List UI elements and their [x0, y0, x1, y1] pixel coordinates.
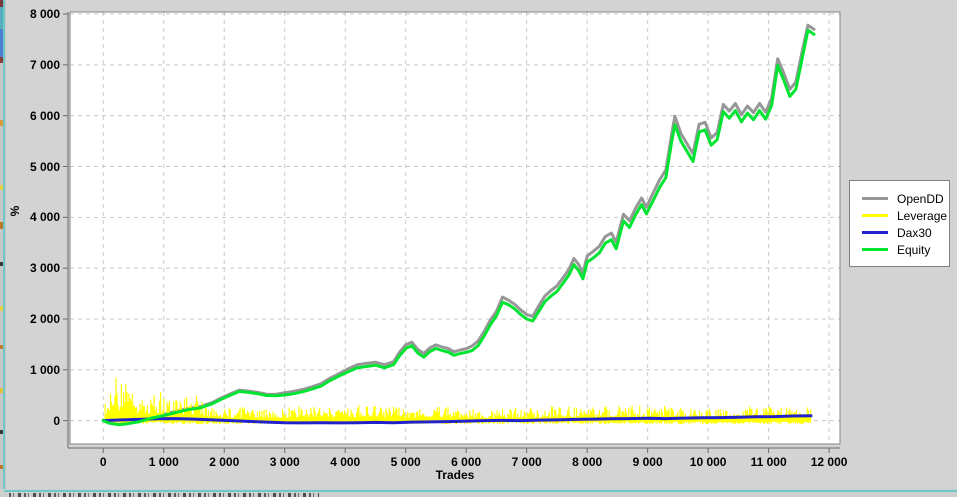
- window-edge-speck: [0, 7, 3, 29]
- y-tick-label: 5 000: [29, 159, 60, 174]
- leverage-line-swatch: [862, 214, 888, 217]
- x-tick-label: 0: [99, 455, 107, 469]
- y-tick-label: 8 000: [29, 7, 60, 22]
- background-window-border: [4, 490, 957, 492]
- legend-label: Dax30: [897, 225, 932, 240]
- x-tick-label: 8 000: [572, 455, 603, 469]
- legend-item-opendd: OpenDD: [862, 190, 949, 207]
- legend-item-equity: Equity: [862, 241, 949, 258]
- window-edge-speck: [0, 29, 3, 57]
- window-edge-speck: [0, 0, 3, 7]
- x-tick-label: 7 000: [511, 455, 542, 469]
- y-axis-title: %: [8, 205, 22, 217]
- window-edge-speck: [0, 465, 3, 469]
- equity-line-swatch: [862, 248, 888, 251]
- x-tick-label: 4 000: [330, 455, 361, 469]
- plot-area[interactable]: [6, 0, 957, 489]
- window-edge-speck: [0, 388, 3, 393]
- window-edge-speck: [0, 430, 3, 434]
- legend-label: Equity: [897, 242, 931, 257]
- chart-panel: 0 1 000 2 000 3 000 4 000 5 000 6 000 7 000 8 00…: [6, 0, 957, 489]
- x-tick-label: 5 000: [390, 455, 421, 469]
- window-edge-speck: [0, 120, 3, 126]
- y-tick-label: 6 000: [29, 108, 60, 123]
- legend-label: OpenDD: [897, 191, 944, 206]
- window-edge-speck: [0, 262, 3, 266]
- x-tick-label: 1 000: [148, 455, 179, 469]
- y-tick-label: 4 000: [29, 210, 60, 225]
- x-tick-label: 12 000: [810, 455, 848, 469]
- legend: OpenDD Leverage Dax30 Equity: [849, 180, 950, 267]
- x-tick-label: 6 000: [451, 455, 482, 469]
- x-tick-label: 9 000: [632, 455, 663, 469]
- y-tick-label: 7 000: [29, 57, 60, 72]
- y-tick-label: 0: [53, 413, 60, 428]
- window-edge-speck: [0, 185, 3, 190]
- clipped-window-text: [9, 493, 319, 497]
- x-axis-title: Trades: [435, 468, 475, 482]
- x-tick-label: 11 000: [750, 455, 787, 469]
- window-edge-speck: [0, 57, 3, 63]
- background-window-sliver-bottom: [0, 489, 957, 497]
- opendd-line-swatch: [862, 197, 888, 200]
- x-tick-label: 3 000: [269, 455, 300, 469]
- window-edge-speck: [0, 222, 3, 229]
- dax30-line-swatch: [862, 231, 888, 234]
- x-tick-label: 2 000: [209, 455, 240, 469]
- x-tick-label: 10 000: [689, 455, 727, 469]
- legend-label: Leverage: [897, 208, 948, 223]
- legend-item-leverage: Leverage: [862, 207, 949, 224]
- y-tick-label: 1 000: [29, 362, 60, 377]
- y-tick-label: 2 000: [29, 311, 60, 326]
- legend-item-dax30: Dax30: [862, 224, 949, 241]
- window-edge-speck: [0, 345, 3, 349]
- window-edge-speck: [0, 306, 3, 311]
- background-window-border: [3, 0, 5, 491]
- background-window-sliver-left: [0, 0, 6, 491]
- y-tick-label: 3 000: [29, 261, 60, 276]
